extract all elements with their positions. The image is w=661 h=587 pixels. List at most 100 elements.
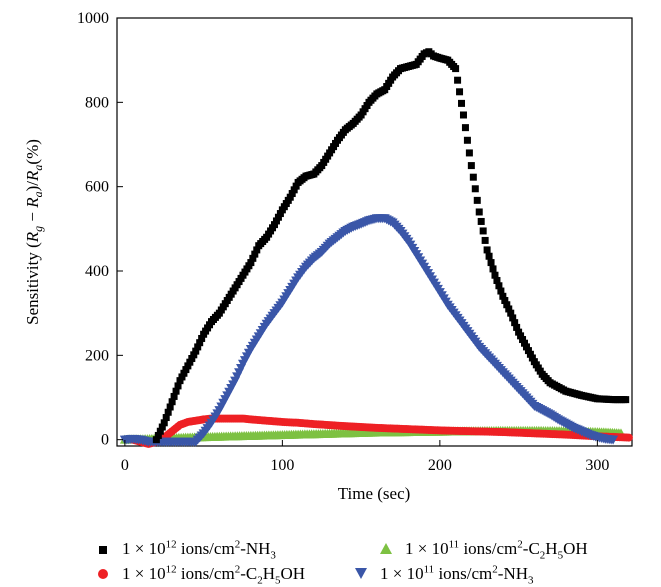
- data-point: [511, 319, 519, 327]
- x-tick-label: 300: [585, 457, 609, 474]
- data-point: [471, 185, 479, 193]
- data-point: [274, 213, 282, 221]
- y-tick-label: 400: [85, 263, 109, 280]
- data-point: [467, 162, 475, 170]
- sensitivity-chart: 0 100 200 300 0 200 400 600 800 1000 Time (sec) S…: [23, 10, 633, 503]
- data-point: [489, 265, 497, 273]
- data-point: [481, 236, 489, 244]
- triangle-up-marker-icon: [379, 539, 393, 559]
- data-point: [180, 369, 188, 377]
- data-point: [156, 427, 164, 435]
- x-tick-label: 200: [428, 457, 452, 474]
- data-point: [251, 250, 259, 258]
- data-point: [290, 186, 298, 194]
- data-point: [272, 217, 280, 225]
- data-point: [194, 343, 202, 351]
- y-tick-label: 1000: [77, 10, 109, 27]
- y-tick-label: 0: [101, 432, 109, 449]
- data-point: [515, 328, 523, 336]
- data-point: [170, 392, 178, 400]
- y-tick-label: 600: [85, 179, 109, 196]
- data-point: [487, 259, 495, 267]
- series-marks: [119, 48, 633, 448]
- circle-marker-icon: [96, 564, 110, 584]
- data-point: [178, 373, 186, 381]
- data-point: [528, 354, 536, 362]
- data-point: [521, 339, 529, 347]
- data-point: [174, 382, 182, 390]
- data-point: [288, 190, 296, 198]
- data-point: [160, 419, 168, 427]
- data-point: [477, 217, 485, 225]
- data-point: [483, 246, 491, 254]
- data-point: [154, 431, 162, 439]
- data-point: [463, 136, 471, 144]
- data-point: [176, 377, 184, 385]
- plot-frame: [116, 17, 633, 447]
- data-point: [495, 282, 503, 290]
- data-point: [184, 362, 192, 370]
- data-point: [503, 301, 511, 309]
- data-point: [479, 227, 487, 235]
- data-point: [473, 196, 481, 204]
- data-point: [622, 396, 630, 404]
- data-point: [190, 351, 198, 359]
- data-point: [188, 355, 196, 363]
- data-point: [475, 208, 483, 216]
- data-point: [196, 339, 204, 347]
- data-point: [152, 436, 160, 444]
- data-point: [519, 336, 527, 344]
- data-point: [501, 297, 509, 305]
- data-point: [249, 254, 257, 262]
- data-point: [505, 305, 513, 313]
- square-marker-icon: [96, 539, 110, 559]
- data-point: [509, 314, 517, 322]
- data-point: [469, 173, 477, 181]
- data-point: [164, 408, 172, 416]
- data-point: [158, 423, 166, 431]
- data-point: [198, 334, 206, 342]
- data-point: [168, 398, 176, 406]
- data-point: [452, 65, 460, 73]
- triangle-down-marker-icon: [354, 564, 368, 584]
- data-point: [458, 99, 466, 107]
- x-axis-label: Time (sec): [338, 484, 411, 503]
- data-point: [456, 88, 464, 96]
- data-point: [493, 276, 501, 284]
- data-point: [485, 252, 493, 260]
- series-triangle-down: [119, 214, 619, 447]
- y-tick-label: 200: [85, 347, 109, 364]
- data-point: [182, 366, 190, 374]
- data-point: [276, 210, 284, 218]
- legend-item-1e12-c2h5oh: 1 × 1012 ions/cm2-C2H5OH: [96, 564, 305, 586]
- data-point: [526, 350, 534, 358]
- data-point: [172, 387, 180, 395]
- data-point: [186, 358, 194, 366]
- data-point: [247, 259, 255, 267]
- data-point: [459, 111, 467, 119]
- data-point: [162, 414, 170, 422]
- y-axis-label: Sensitivity (Rg − Ra)/Ra(%): [23, 139, 45, 325]
- data-point: [499, 292, 507, 300]
- x-tick-label: 100: [270, 457, 294, 474]
- data-point: [491, 271, 499, 279]
- data-point: [522, 343, 530, 351]
- data-point: [507, 309, 515, 317]
- data-point: [608, 435, 619, 445]
- data-point: [624, 433, 633, 442]
- data-point: [461, 124, 469, 132]
- data-point: [454, 76, 462, 84]
- data-point: [286, 193, 294, 201]
- data-point: [524, 347, 532, 355]
- data-point: [166, 403, 174, 411]
- legend-item-1e11-c2h5oh: 1 × 1011 ions/cm2-C2H5OH: [379, 539, 588, 561]
- series-square: [152, 48, 630, 444]
- data-point: [292, 182, 300, 190]
- legend-item-1e12-nh3: 1 × 1012 ions/cm2-NH3: [96, 539, 276, 561]
- data-point: [513, 323, 521, 331]
- data-point: [253, 246, 261, 254]
- data-point: [465, 149, 473, 157]
- axes: 0 100 200 300 0 200 400 600 800 1000: [77, 10, 609, 474]
- legend-item-1e11-nh3: 1 × 1011 ions/cm2-NH3: [354, 564, 534, 586]
- x-tick-label: 0: [121, 457, 129, 474]
